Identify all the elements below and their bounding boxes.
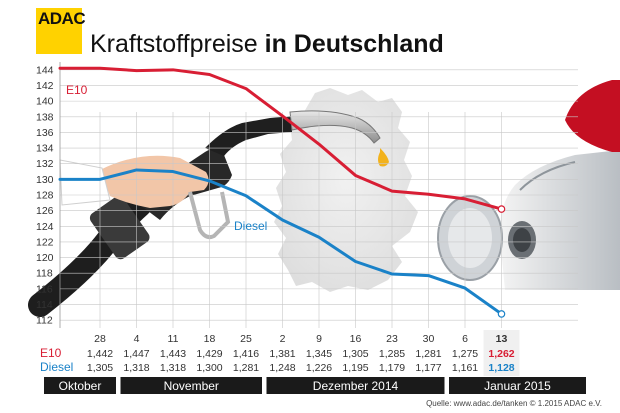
y-tick-label: 136	[36, 127, 54, 139]
data-label-diesel: 1,161	[452, 362, 478, 374]
month-label: Januar 2015	[484, 379, 551, 393]
fuel-nozzle-illustration	[28, 110, 389, 317]
data-label-e10: 1,305	[342, 348, 368, 360]
month-label: November	[164, 379, 219, 393]
y-tick-label: 132	[36, 158, 54, 170]
x-tick-label: 18	[204, 333, 216, 345]
data-label-e10: 1,416	[233, 348, 259, 360]
adac-logo: ADAC	[36, 8, 86, 54]
x-tick-label: 16	[350, 333, 362, 345]
month-bar-segment	[120, 377, 262, 394]
series-label-diesel: Diesel	[234, 219, 267, 233]
row-label-diesel: Diesel	[40, 360, 73, 374]
y-tick-label: 114	[36, 299, 53, 311]
data-label-e10: 1,381	[269, 348, 295, 360]
data-label-diesel: 1,248	[269, 362, 295, 374]
value-table: 28 4 11 18 25 2 9 16 23 30 6 13 E10 1,442 1,447 1,443 1,…	[40, 330, 520, 376]
series-label-e10: E10	[66, 83, 88, 97]
data-label-e10: 1,262	[488, 348, 514, 360]
y-tick-label: 126	[36, 205, 54, 217]
data-label-e10: 1,447	[123, 348, 149, 360]
title-light: Kraftstoffpreise	[90, 30, 258, 58]
data-label-e10: 1,281	[415, 348, 441, 360]
data-label-diesel: 1,226	[306, 362, 332, 374]
data-label-diesel: 1,300	[196, 362, 222, 374]
x-tick-label: 28	[94, 333, 106, 345]
y-tick-label: 128	[36, 190, 54, 202]
y-tick-label: 142	[36, 80, 54, 92]
data-label-e10: 1,275	[452, 348, 478, 360]
grid-lines	[59, 62, 578, 328]
x-tick-label: 6	[462, 333, 468, 345]
x-tick-label: 9	[316, 333, 322, 345]
month-bar-segment	[266, 377, 445, 394]
month-bar-segment	[44, 377, 116, 394]
y-tick-label: 120	[36, 252, 54, 264]
data-label-diesel: 1,179	[379, 362, 405, 374]
data-label-diesel: 1,195	[342, 362, 368, 374]
data-label-diesel: 1,305	[87, 362, 113, 374]
y-tick-label: 118	[36, 268, 53, 280]
data-label-e10: 1,345	[306, 348, 332, 360]
y-axis: 112 114 116 118 120 122 124 126 128 130 132 134 136 1…	[36, 64, 54, 326]
x-tick-label: 25	[240, 333, 252, 345]
y-tick-label: 122	[36, 236, 54, 248]
source-note: Quelle: www.adac.de/tanken © 1.2015 ADAC…	[426, 399, 602, 408]
point-diesel-13	[497, 310, 506, 318]
y-tick-label: 144	[36, 64, 54, 76]
y-tick-label: 140	[36, 96, 54, 108]
month-label: Dezember 2014	[313, 379, 399, 393]
y-tick-label: 138	[36, 111, 54, 123]
month-bar-segment	[449, 377, 586, 394]
x-tick-label: 2	[280, 333, 286, 345]
x-tick-label: 30	[423, 333, 435, 345]
y-tick-label: 116	[36, 283, 53, 295]
x-tick-label: 11	[168, 333, 179, 345]
data-label-diesel: 1,128	[488, 362, 514, 374]
data-label-diesel: 1,318	[123, 362, 149, 374]
data-label-e10: 1,429	[196, 348, 222, 360]
series-lines: E10 Diesel	[58, 66, 506, 318]
month-bar: Oktober November Dezember 2014 Januar 2015	[44, 377, 586, 394]
data-label-e10: 1,442	[87, 348, 113, 360]
page-title: Kraftstoffpreise in Deutschland	[90, 30, 444, 59]
highlight-column	[483, 330, 520, 376]
x-tick-label: 4	[134, 333, 140, 345]
logo-text: ADAC	[38, 9, 86, 28]
y-tick-label: 134	[36, 143, 54, 155]
x-tick-label: 13	[496, 333, 508, 345]
data-label-diesel: 1,281	[233, 362, 259, 374]
title-bold: in Deutschland	[264, 30, 444, 58]
data-label-diesel: 1,318	[160, 362, 186, 374]
y-tick-label: 124	[36, 221, 54, 233]
point-e10-13	[497, 205, 506, 213]
y-tick-label: 130	[36, 174, 54, 186]
data-label-e10: 1,443	[160, 348, 186, 360]
row-label-e10: E10	[40, 346, 62, 360]
y-tick-label: 112	[36, 315, 53, 327]
month-label: Oktober	[59, 379, 102, 393]
x-tick-label: 23	[386, 333, 398, 345]
data-label-diesel: 1,177	[415, 362, 441, 374]
car-illustration	[437, 80, 620, 290]
data-label-e10: 1,285	[379, 348, 405, 360]
